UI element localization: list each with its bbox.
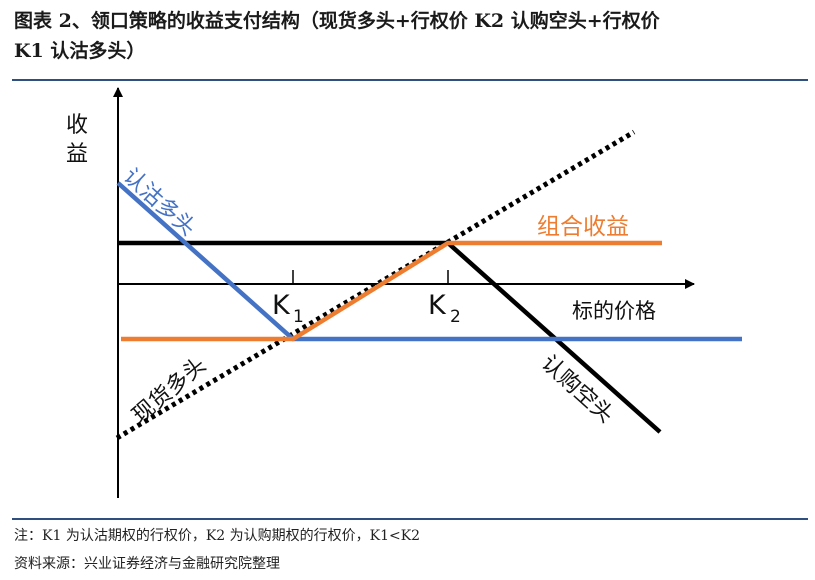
x-axis-label: 标的价格 xyxy=(572,299,656,323)
k1-label: K xyxy=(272,290,291,321)
combined-payoff-line xyxy=(121,240,662,342)
y-axis-label-shou: 收 xyxy=(66,113,88,138)
top-divider xyxy=(12,79,808,81)
bottom-divider xyxy=(12,518,808,520)
call-short-label: 认购空头 xyxy=(536,351,618,428)
k1-subscript: 1 xyxy=(293,307,304,327)
figure-title-line-2: K1 认沽多头） xyxy=(14,40,146,62)
combined-payoff-label: 组合收益 xyxy=(537,214,629,240)
spot-long-label: 现货多头 xyxy=(128,353,211,429)
footnote: 注：K1 为认沽期权的行权价，K2 为认购期权的行权价，K1<K2 xyxy=(14,528,421,544)
source-note: 资料来源：兴业证券经济与金融研究院整理 xyxy=(14,556,280,572)
y-axis-label-yi: 益 xyxy=(66,142,88,167)
figure-title: 图表 2、领口策略的收益支付结构（现货多头+行权价 K2 认购空头+行权价 K1… xyxy=(14,6,804,66)
k2-subscript: 2 xyxy=(450,307,461,327)
k2-label: K xyxy=(428,290,447,321)
figure-title-line-1: 图表 2、领口策略的收益支付结构（现货多头+行权价 K2 认购空头+行权价 xyxy=(14,10,660,32)
put-long-label: 认沽多头 xyxy=(118,164,200,241)
